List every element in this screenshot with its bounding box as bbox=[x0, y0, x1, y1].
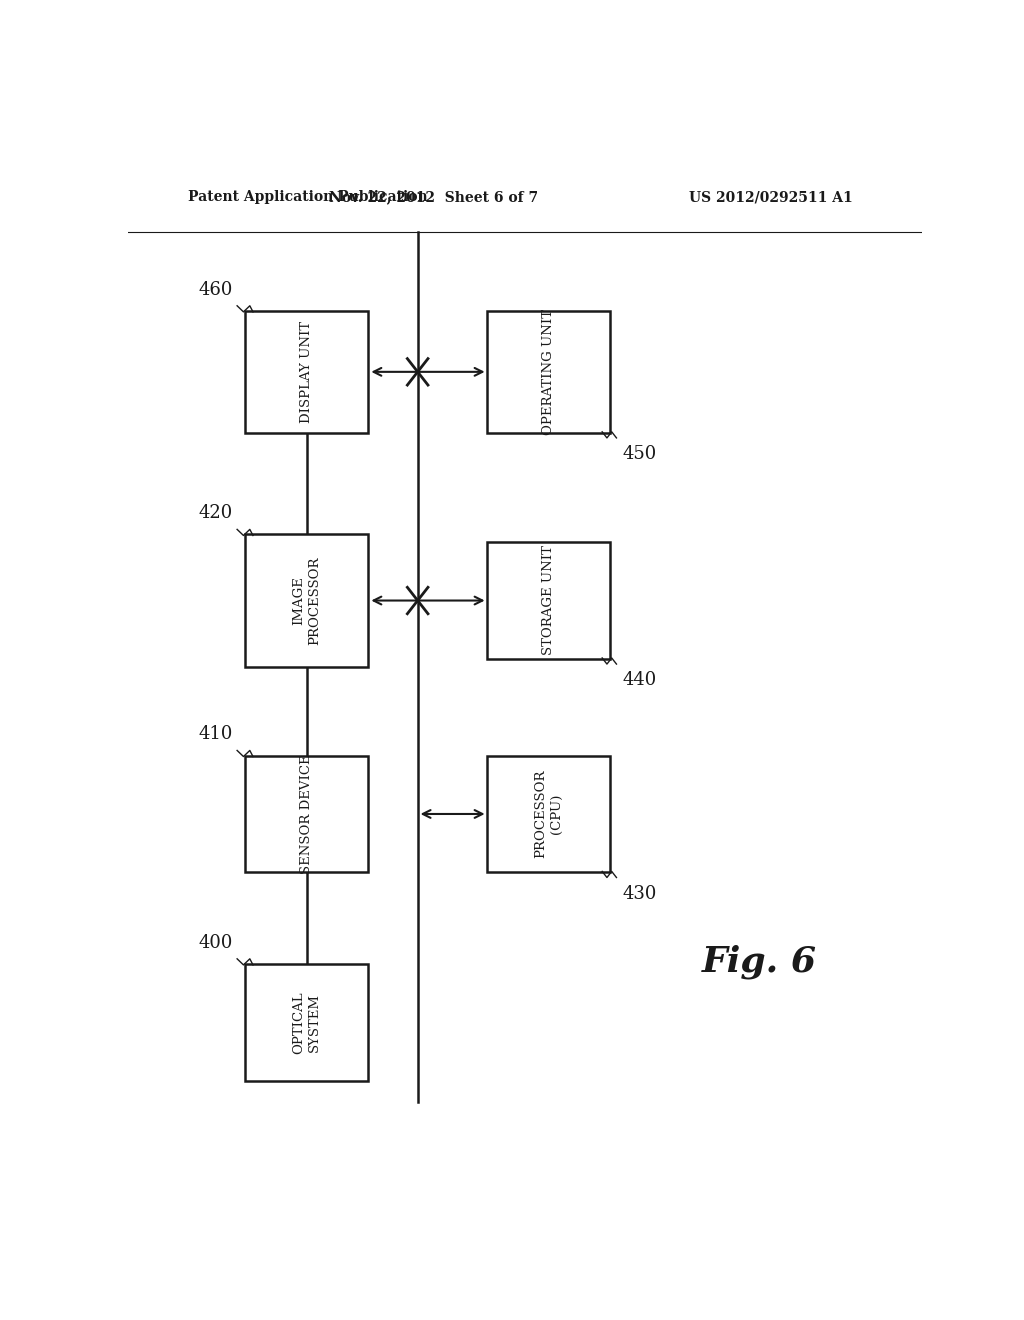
Bar bbox=[245, 964, 368, 1081]
Text: DISPLAY UNIT: DISPLAY UNIT bbox=[300, 321, 313, 422]
Text: 440: 440 bbox=[622, 671, 656, 689]
Text: PROCESSOR
(CPU): PROCESSOR (CPU) bbox=[535, 770, 563, 858]
Text: 420: 420 bbox=[199, 504, 233, 523]
Text: Fig. 6: Fig. 6 bbox=[701, 944, 816, 978]
Text: 430: 430 bbox=[622, 884, 656, 903]
Text: US 2012/0292511 A1: US 2012/0292511 A1 bbox=[689, 190, 853, 205]
Text: 410: 410 bbox=[199, 725, 233, 743]
Text: 450: 450 bbox=[622, 445, 656, 463]
Text: 460: 460 bbox=[199, 281, 233, 298]
Bar bbox=[245, 535, 368, 667]
Bar bbox=[487, 543, 610, 659]
Bar bbox=[487, 312, 610, 433]
Bar bbox=[245, 312, 368, 433]
Text: OPERATING UNIT: OPERATING UNIT bbox=[542, 309, 555, 434]
Text: 400: 400 bbox=[199, 933, 233, 952]
Text: SENSOR DEVICE: SENSOR DEVICE bbox=[300, 754, 313, 874]
Text: STORAGE UNIT: STORAGE UNIT bbox=[542, 545, 555, 656]
Bar bbox=[487, 755, 610, 873]
Bar bbox=[245, 755, 368, 873]
Text: Nov. 22, 2012  Sheet 6 of 7: Nov. 22, 2012 Sheet 6 of 7 bbox=[329, 190, 538, 205]
Text: Patent Application Publication: Patent Application Publication bbox=[187, 190, 427, 205]
Text: IMAGE
PROCESSOR: IMAGE PROCESSOR bbox=[292, 556, 322, 644]
Text: OPTICAL
SYSTEM: OPTICAL SYSTEM bbox=[292, 991, 322, 1053]
